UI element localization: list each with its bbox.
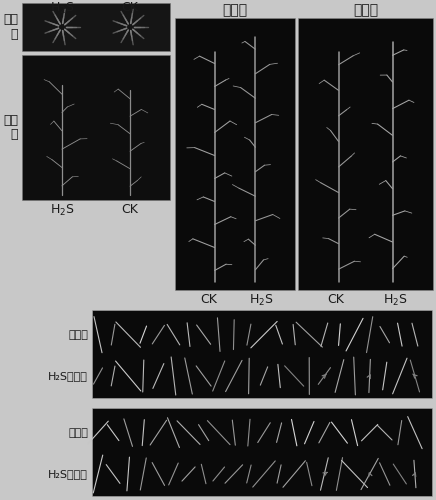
Bar bbox=[92, 310, 432, 398]
Text: 对照组: 对照组 bbox=[68, 428, 88, 438]
Bar bbox=[298, 18, 433, 290]
Text: H₂S处理组: H₂S处理组 bbox=[48, 469, 88, 479]
Text: CK: CK bbox=[122, 203, 139, 216]
Text: CK: CK bbox=[200, 293, 217, 306]
Text: 处理后: 处理后 bbox=[353, 3, 378, 17]
Text: $\mathrm{H_2S}$: $\mathrm{H_2S}$ bbox=[50, 1, 74, 16]
Text: CK: CK bbox=[327, 293, 344, 306]
Text: $\mathrm{H_2S}$: $\mathrm{H_2S}$ bbox=[50, 203, 74, 218]
Bar bbox=[22, 55, 170, 200]
Text: H₂S处理组: H₂S处理组 bbox=[48, 371, 88, 381]
Text: 处理前: 处理前 bbox=[222, 3, 248, 17]
Bar bbox=[92, 408, 432, 496]
Text: 处理
前: 处理 前 bbox=[3, 13, 18, 41]
Text: 对照组: 对照组 bbox=[68, 330, 88, 340]
Text: $\mathrm{H_2S}$: $\mathrm{H_2S}$ bbox=[249, 293, 274, 308]
Bar bbox=[175, 18, 295, 290]
Text: CK: CK bbox=[122, 1, 139, 14]
Text: 处理
后: 处理 后 bbox=[3, 114, 18, 141]
Bar bbox=[22, 3, 170, 51]
Text: $\mathrm{H_2S}$: $\mathrm{H_2S}$ bbox=[383, 293, 408, 308]
